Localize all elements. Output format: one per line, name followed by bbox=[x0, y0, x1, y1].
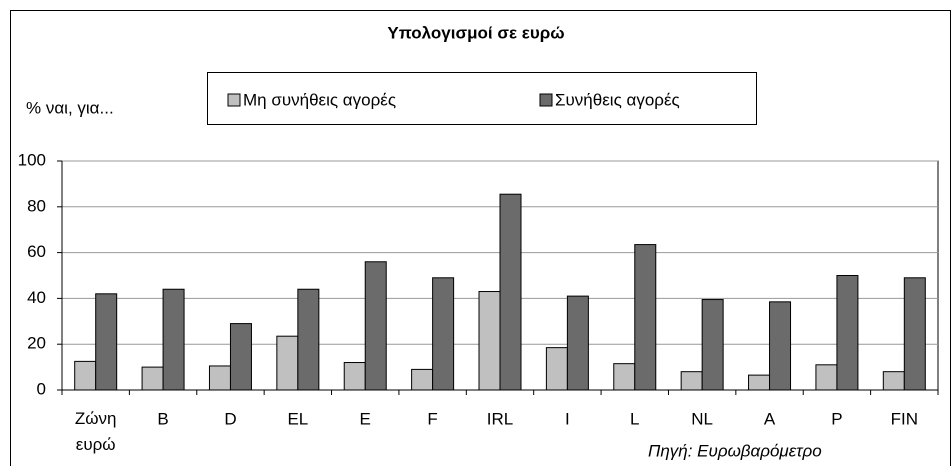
x-tick-label: FIN bbox=[891, 409, 918, 428]
bar bbox=[680, 371, 703, 391]
legend-label: Μη συνήθεις αγορές bbox=[243, 90, 396, 109]
bar bbox=[432, 277, 455, 391]
bar bbox=[74, 360, 97, 391]
bar bbox=[499, 193, 522, 391]
legend-box bbox=[207, 72, 757, 125]
x-tick-label: D bbox=[224, 409, 236, 428]
legend-swatch bbox=[227, 93, 241, 107]
legend-swatch bbox=[539, 93, 553, 107]
bar bbox=[411, 368, 434, 391]
y-tick-label: 40 bbox=[27, 288, 46, 307]
x-tick-label: E bbox=[360, 409, 371, 428]
bar bbox=[343, 362, 366, 391]
source-note: Πηγή: Ευρωβαρόμετρο bbox=[648, 441, 822, 460]
bar bbox=[613, 363, 636, 391]
x-tick-label: I bbox=[565, 409, 570, 428]
bar bbox=[208, 365, 231, 391]
x-tick-label: EL bbox=[287, 409, 308, 428]
bar bbox=[297, 288, 320, 391]
bar bbox=[634, 244, 657, 391]
y-axis-label: % ναι, για... bbox=[26, 98, 114, 117]
bar bbox=[478, 291, 501, 391]
bar bbox=[95, 293, 118, 391]
bar bbox=[769, 301, 792, 391]
chart-title: Υπολογισμοί σε ευρώ bbox=[387, 23, 564, 42]
x-tick-label: IRL bbox=[487, 409, 513, 428]
bar bbox=[545, 347, 568, 391]
x-tick-label: F bbox=[427, 409, 437, 428]
x-tick-label: A bbox=[764, 409, 776, 428]
bar bbox=[364, 261, 387, 391]
y-tick-label: 100 bbox=[18, 150, 46, 169]
bar bbox=[748, 374, 771, 391]
y-tick-label: 0 bbox=[37, 379, 46, 398]
bar bbox=[882, 371, 905, 391]
x-tick-label: Ζώνη ευρώ bbox=[75, 409, 117, 454]
y-tick-label: 60 bbox=[27, 242, 46, 261]
x-tick-label: P bbox=[831, 409, 842, 428]
bar bbox=[276, 335, 299, 391]
y-tick-label: 20 bbox=[27, 334, 46, 353]
bar bbox=[162, 288, 185, 391]
bar bbox=[836, 275, 859, 391]
bar bbox=[229, 323, 252, 391]
x-tick-label: L bbox=[630, 409, 639, 428]
legend-label: Συνήθεις αγορές bbox=[555, 90, 680, 109]
x-tick-label: B bbox=[157, 409, 168, 428]
y-tick-label: 80 bbox=[27, 196, 46, 215]
bar bbox=[903, 277, 926, 391]
bar bbox=[815, 364, 838, 391]
bar bbox=[566, 295, 589, 391]
bar bbox=[701, 299, 724, 391]
bar bbox=[141, 366, 164, 391]
x-tick-label: NL bbox=[691, 409, 713, 428]
